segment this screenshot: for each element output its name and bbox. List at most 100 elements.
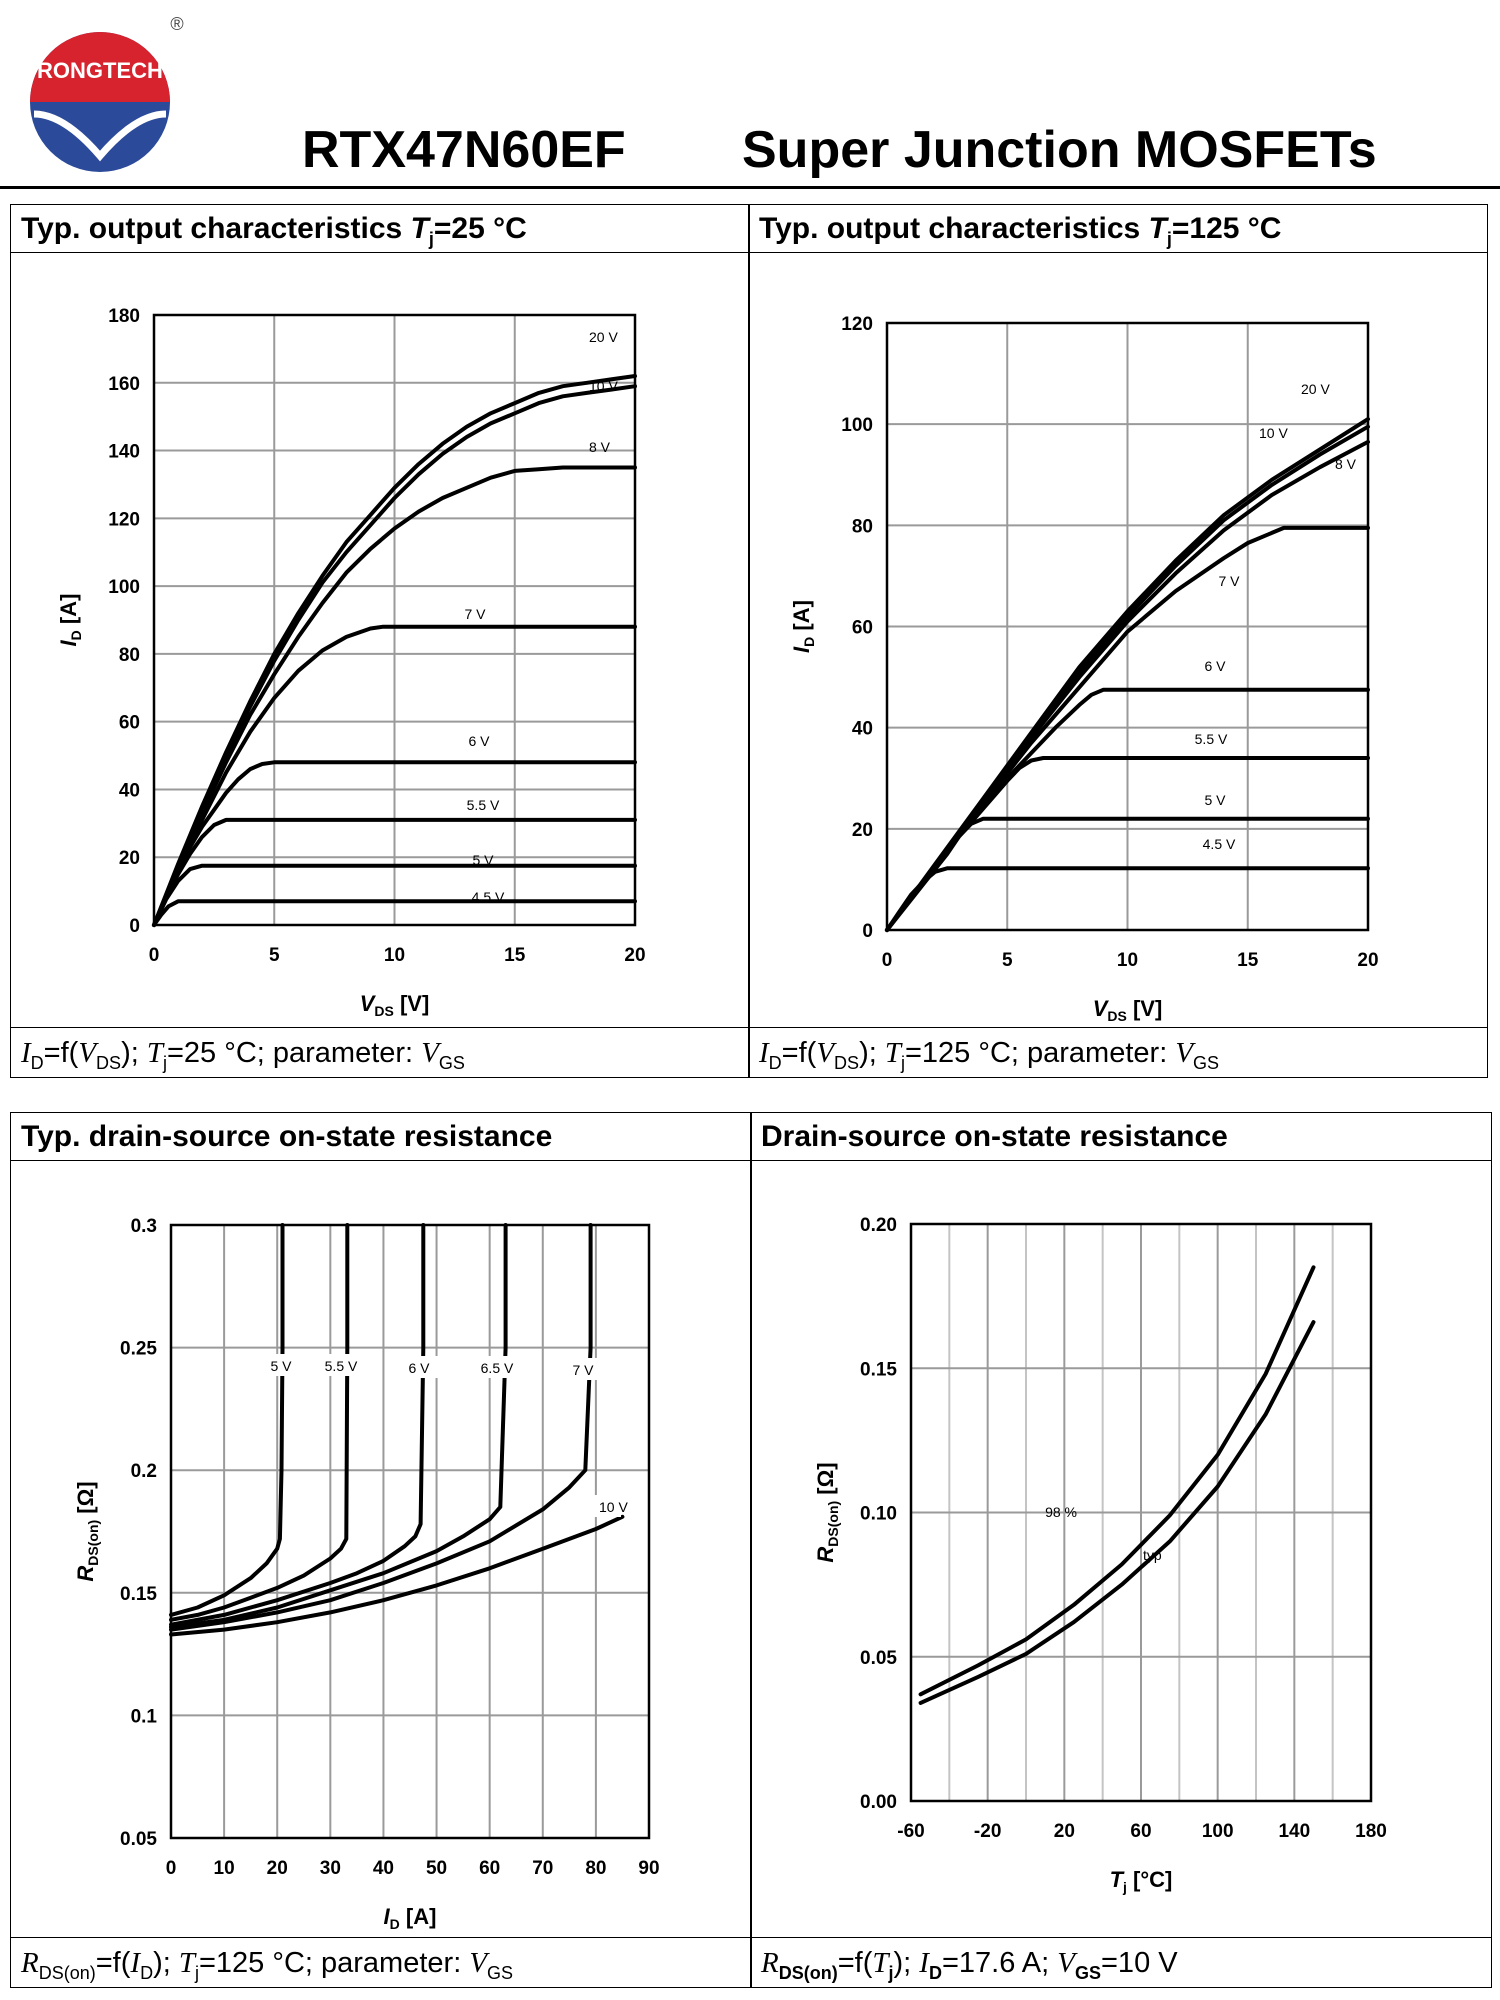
series-line-5-v <box>169 1223 285 1617</box>
panel-output-125c: Typ. output characteristics Tj=125 °C 0 5… <box>748 204 1488 1078</box>
series-line-5-5-v <box>152 817 637 927</box>
series-label: 10 V <box>1259 425 1288 441</box>
plot-frame <box>169 1223 651 1840</box>
registered-mark: ® <box>170 14 183 34</box>
x-tick-label: 0 <box>149 945 160 966</box>
series-line-typ <box>918 1320 1316 1705</box>
series-label: 5.5 V <box>467 797 500 813</box>
series-label: typ <box>1143 1547 1162 1563</box>
panel-title: Typ. output characteristics Tj=125 °C <box>749 205 1487 253</box>
y-tick-label: 40 <box>119 780 140 801</box>
rongtech-logo: RONGTECH ® <box>30 14 184 172</box>
y-tick-label: 0.20 <box>860 1215 897 1236</box>
x-tick-label: 20 <box>1054 1821 1075 1842</box>
y-tick-label: 0.2 <box>131 1461 157 1482</box>
series-label: 7 V <box>1218 573 1240 589</box>
series-label: 6 V <box>408 1360 430 1376</box>
panel-caption: RDS(on)=f(ID); Tj=125 °C; parameter: VGS <box>11 1937 751 1987</box>
series-line-4-5-v <box>885 866 1370 932</box>
x-axis-label: VDS [V] <box>1093 996 1163 1024</box>
panel-title: Typ. drain-source on-state resistance <box>11 1113 751 1161</box>
series-label: 20 V <box>1301 381 1330 397</box>
x-tick-label: 10 <box>214 1858 235 1879</box>
part-number: RTX47N60EF <box>302 121 626 179</box>
y-tick-label: 60 <box>852 618 873 639</box>
y-tick-label: 0.00 <box>860 1792 897 1813</box>
series-line-6-v <box>169 1223 426 1627</box>
panel-caption: ID=f(VDS); Tj=125 °C; parameter: VGS <box>749 1027 1487 1077</box>
x-axis-label: VDS [V] <box>360 991 430 1019</box>
series-label: 8 V <box>1335 456 1357 472</box>
series-label: 10 V <box>599 1499 628 1515</box>
y-tick-label: 0 <box>129 916 140 937</box>
x-tick-label: -20 <box>974 1821 1001 1842</box>
series-label-bg <box>561 1358 605 1380</box>
x-tick-label: 70 <box>532 1858 553 1879</box>
y-tick-label: 20 <box>852 820 873 841</box>
product-series: Super Junction MOSFETs <box>742 121 1377 179</box>
y-axis-label: ID [A] <box>56 594 84 647</box>
y-tick-label: 120 <box>108 509 140 530</box>
y-tick-label: 0.1 <box>131 1706 158 1727</box>
y-tick-label: 0 <box>862 921 873 942</box>
x-tick-label: 80 <box>585 1858 606 1879</box>
series-label: 5.5 V <box>325 1358 358 1374</box>
panel-rdson-vs-tj: Drain-source on-state resistance -60 -20 2… <box>750 1112 1492 1988</box>
series-label: 6 V <box>468 733 490 749</box>
y-tick-label: 120 <box>841 314 873 335</box>
series-label: 8 V <box>589 439 611 455</box>
x-tick-label: 15 <box>1237 950 1259 971</box>
logo-wave <box>33 110 167 162</box>
x-tick-label: 60 <box>479 1858 500 1879</box>
y-tick-label: 180 <box>108 306 140 327</box>
chart-rdson-vs-tj: -60 -20 20 60 100 140 180 0.00 0.05 0.10 0.15 0.20 T… <box>813 1215 1387 1895</box>
plot-frame <box>152 313 637 927</box>
plot-frame <box>909 1222 1373 1803</box>
series-line-98- <box>918 1265 1316 1697</box>
x-tick-label: 10 <box>1117 950 1138 971</box>
panel-title: Drain-source on-state resistance <box>751 1113 1491 1161</box>
y-tick-label: 0.05 <box>860 1648 897 1669</box>
y-tick-label: 20 <box>119 848 140 869</box>
plot-frame <box>885 321 1370 932</box>
series-line-6-5-v <box>169 1223 508 1630</box>
series-label-bg <box>319 1354 363 1376</box>
y-tick-label: 0.25 <box>120 1339 157 1360</box>
logo-red-half <box>30 32 170 102</box>
x-tick-label: 15 <box>504 945 526 966</box>
y-axis-label: ID [A] <box>789 600 817 653</box>
series-label: 20 V <box>589 329 618 345</box>
series-label-bg <box>397 1356 441 1378</box>
x-tick-label: 20 <box>267 1858 288 1879</box>
y-tick-label: 160 <box>108 374 140 395</box>
series-line-5-v <box>885 816 1370 932</box>
series-line-6-v <box>152 760 637 927</box>
chart-rdson-vs-id: 0 10 20 30 40 50 60 70 80 90 0.05 0.1 0.15 0.2 0.25 0.3… <box>73 1216 660 1932</box>
series-label: 7 V <box>572 1362 594 1378</box>
chart-output-125c: 0 5 10 15 20 0 20 40 60 80 100 120 VDS [V] ID [A] 20 V… <box>789 314 1379 1024</box>
y-tick-label: 40 <box>852 719 873 740</box>
series-label: 4.5 V <box>1203 836 1236 852</box>
panel-rdson-vs-id: Typ. drain-source on-state resistance 0 1… <box>10 1112 752 1988</box>
y-tick-label: 0.3 <box>131 1216 157 1237</box>
series-line-5-v <box>152 863 637 927</box>
series-line-7-v <box>152 624 637 927</box>
x-tick-label: 60 <box>1130 1821 1151 1842</box>
x-tick-label: 140 <box>1278 1821 1310 1842</box>
series-label: 7 V <box>464 606 486 622</box>
y-tick-label: 80 <box>119 645 140 666</box>
series-label: 5 V <box>1204 792 1226 808</box>
series-label: 5 V <box>270 1358 292 1374</box>
series-label: 6.5 V <box>481 1360 514 1376</box>
x-tick-label: 10 <box>384 945 405 966</box>
y-tick-label: 100 <box>108 577 140 598</box>
series-line-10-v <box>152 384 637 927</box>
series-label-bg <box>259 1354 303 1376</box>
panel-caption: ID=f(VDS); Tj=25 °C; parameter: VGS <box>11 1027 749 1077</box>
series-line-4-5-v <box>152 899 637 927</box>
panel-caption: RDS(on)=f(Tj); ID=17.6 A; VGS=10 V <box>751 1937 1491 1987</box>
series-line-8-v <box>152 465 637 927</box>
panel-title: Typ. output characteristics Tj=25 °C <box>11 205 749 253</box>
y-tick-label: 0.15 <box>120 1584 157 1605</box>
x-axis-label: ID [A] <box>384 1904 437 1932</box>
